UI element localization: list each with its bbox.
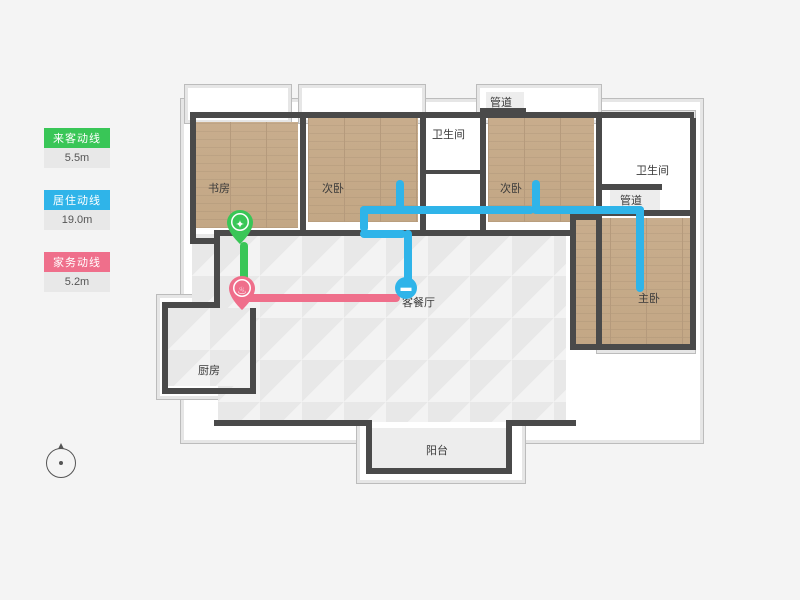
room-label: 次卧: [322, 180, 344, 196]
wall: [162, 388, 256, 394]
room-label: 管道: [490, 94, 512, 110]
room-卫生间1: [428, 114, 480, 170]
legend-value: 19.0m: [44, 210, 110, 230]
legend-value: 5.2m: [44, 272, 110, 292]
wall: [190, 112, 196, 242]
legend-item-house: 家务动线 5.2m: [44, 252, 110, 292]
room-label: 厨房: [198, 362, 220, 378]
path-seg: [242, 294, 400, 302]
room-门厅: [192, 234, 216, 304]
wall: [690, 118, 696, 350]
wall: [570, 214, 576, 348]
wall: [162, 302, 220, 308]
wall: [190, 112, 694, 118]
room-label: 书房: [208, 180, 230, 196]
node-living-icon: ▬: [395, 277, 417, 299]
room-label: 阳台: [426, 442, 448, 458]
compass-icon: [46, 448, 76, 478]
wall: [366, 420, 372, 474]
pin-house-icon: ♨: [229, 276, 255, 310]
room-客餐厅: [218, 234, 566, 422]
legend-value: 5.5m: [44, 148, 110, 168]
path-seg: [360, 206, 368, 232]
room-label: 次卧: [500, 180, 522, 196]
room-label: 管道: [620, 192, 642, 208]
wall: [214, 230, 220, 308]
path-seg: [396, 180, 404, 210]
room-label: 卫生间: [636, 162, 669, 178]
wall: [506, 420, 512, 474]
legend-label: 家务动线: [44, 252, 110, 272]
wall: [162, 302, 168, 394]
wall: [214, 420, 368, 426]
room-主卧: [574, 218, 692, 346]
room-label: 卫生间: [432, 126, 465, 142]
room-label: 主卧: [638, 290, 660, 306]
legend-item-living: 居住动线 19.0m: [44, 190, 110, 230]
legend-item-guest: 来客动线 5.5m: [44, 128, 110, 168]
path-seg: [360, 206, 534, 214]
outer-block: [184, 84, 292, 124]
pin-guest-icon: ✦: [227, 210, 253, 244]
legend: 来客动线 5.5m 居住动线 19.0m 家务动线 5.2m: [44, 128, 110, 314]
wall: [366, 468, 512, 474]
wall: [570, 344, 696, 350]
path-seg: [360, 230, 406, 238]
wall: [602, 184, 662, 190]
wall: [250, 308, 256, 394]
wall: [596, 112, 602, 348]
wall: [300, 112, 306, 232]
legend-label: 来客动线: [44, 128, 110, 148]
wall: [510, 420, 576, 426]
floor-plan: 书房次卧次卧卫生间管道卫生间管道主卧客餐厅厨房阳台 ✦♨▬: [150, 62, 720, 502]
wall: [426, 170, 482, 174]
path-seg: [636, 206, 644, 292]
legend-label: 居住动线: [44, 190, 110, 210]
